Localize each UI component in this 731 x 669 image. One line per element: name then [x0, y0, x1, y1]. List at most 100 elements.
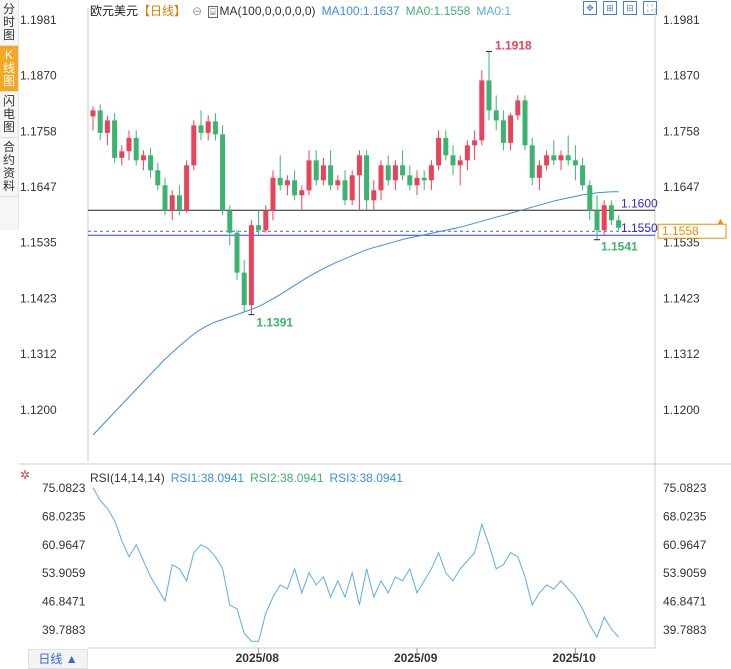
candle-body: [443, 137, 449, 156]
price-tick-right: 1.1200: [663, 403, 700, 417]
price-tick-right: 1.1981: [663, 13, 700, 27]
sidebar-tab-3[interactable]: 合约资料: [0, 138, 18, 197]
candle-body: [191, 125, 197, 166]
candle-body: [306, 160, 312, 191]
ma-settings-icon[interactable]: ⌸: [208, 6, 218, 18]
rsi-tick-right: 75.0823: [663, 481, 707, 495]
rsi-tick-left: 75.0823: [42, 481, 86, 495]
crosshair-icon[interactable]: ✥: [583, 1, 597, 15]
candle-body: [428, 165, 434, 181]
rsi1-value: RSI1:38.0941: [170, 471, 245, 485]
candle-body: [335, 180, 341, 186]
price-tick-left: 1.1647: [20, 180, 57, 194]
candle-body: [580, 165, 586, 186]
candle-body: [392, 165, 398, 181]
candle-body: [407, 175, 413, 186]
candle-body: [184, 165, 190, 211]
low-label: 1.1391: [256, 316, 293, 330]
rsi-tick-left: 39.7883: [42, 623, 86, 637]
chart-toolbar: ✥ ⊞ ⊟ ⛶: [583, 1, 657, 15]
price-tick-left: 1.1312: [20, 347, 57, 361]
fullscreen-icon[interactable]: ⛶: [643, 1, 657, 15]
candle-body: [565, 155, 571, 161]
candle-body: [234, 232, 240, 273]
sidebar-tab-0[interactable]: 分时图: [0, 0, 18, 46]
candle-body: [97, 110, 103, 133]
price-tick-left: 1.1423: [20, 292, 57, 306]
candle-body: [299, 190, 305, 196]
zoom-out-icon[interactable]: ⊟: [623, 1, 637, 15]
candle-body: [601, 205, 607, 231]
date-label: 2025/10: [552, 651, 596, 665]
candle-body: [436, 137, 442, 166]
candle-body: [522, 100, 528, 146]
candle-body: [385, 165, 391, 181]
candle-body: [536, 165, 542, 178]
rsi-tick-right: 39.7883: [663, 623, 707, 637]
candle-body: [457, 160, 463, 166]
candle-body: [328, 165, 334, 186]
candle-body: [119, 151, 125, 158]
candle-body: [371, 190, 377, 201]
candle-body: [544, 155, 550, 166]
rsi-tick-left: 60.9647: [42, 538, 86, 552]
candle-body: [594, 210, 600, 231]
price-tick-right: 1.1423: [663, 292, 700, 306]
line-label-1155: 1.1550: [621, 221, 658, 235]
candle-body: [90, 110, 96, 117]
period-label[interactable]: 【日线】: [138, 4, 187, 18]
candle-body: [479, 80, 485, 141]
candle-body: [515, 100, 521, 116]
price-tick-right: 1.1535: [663, 236, 700, 250]
sidebar-tab-2[interactable]: 闪电图: [0, 92, 18, 138]
candle-body: [356, 155, 362, 176]
candle-body: [450, 155, 456, 166]
rsi2-value: RSI2:38.0941: [250, 471, 324, 485]
sidebar-tab-1[interactable]: K线图: [0, 46, 18, 92]
price-tick-left: 1.1981: [20, 13, 57, 27]
candle-body: [313, 160, 319, 181]
settings-icon[interactable]: ✲: [20, 468, 31, 482]
candle-body: [176, 195, 182, 211]
candle-body: [148, 155, 154, 171]
candle-body: [126, 137, 132, 152]
candle-body: [400, 165, 406, 176]
ma0-value-a: MA0:1.1558: [405, 4, 471, 18]
rsi-tick-right: 60.9647: [663, 538, 707, 552]
price-tick-left: 1.1535: [20, 236, 57, 250]
candle-body: [212, 121, 218, 135]
candle-body: [140, 155, 146, 161]
candle-body: [198, 125, 204, 133]
candle-body: [349, 175, 355, 201]
candle-body: [551, 155, 557, 161]
candle-body: [227, 210, 233, 233]
line-label-1160: 1.1600: [621, 196, 658, 210]
rsi-tick-right: 53.9059: [663, 566, 707, 580]
candle-body: [284, 180, 290, 186]
candle-body: [205, 121, 211, 133]
date-label: 2025/08: [236, 651, 280, 665]
candle-body: [608, 205, 614, 221]
price-tick-left: 1.1200: [20, 403, 57, 417]
candle-body: [616, 220, 622, 228]
candle-body: [112, 120, 118, 158]
arrow-up-icon: ▲: [716, 216, 725, 226]
price-tick-right: 1.1647: [663, 180, 700, 194]
zoom-in-icon[interactable]: ⊞: [603, 1, 617, 15]
rsi-label: RSI(14,14,14): [90, 471, 165, 485]
price-tick-right: 1.1312: [663, 347, 700, 361]
date-label: 2025/09: [394, 651, 438, 665]
recent-low-label: 1.1541: [601, 240, 638, 254]
rsi-tick-left: 46.8471: [42, 595, 86, 609]
candle-body: [500, 120, 506, 143]
candle-body: [256, 225, 262, 231]
price-tick-right: 1.1758: [663, 124, 700, 138]
collapse-icon[interactable]: ⊖: [192, 4, 203, 18]
rsi-line: [92, 487, 619, 642]
rsi-tick-left: 68.0235: [42, 509, 86, 523]
rsi-header: RSI(14,14,14) RSI1:38.0941 RSI2:38.0941 RSI…: [90, 471, 409, 485]
period-selector[interactable]: 日线 ▲: [28, 649, 88, 669]
candle-body: [270, 177, 276, 211]
rsi-tick-right: 46.8471: [663, 595, 707, 609]
